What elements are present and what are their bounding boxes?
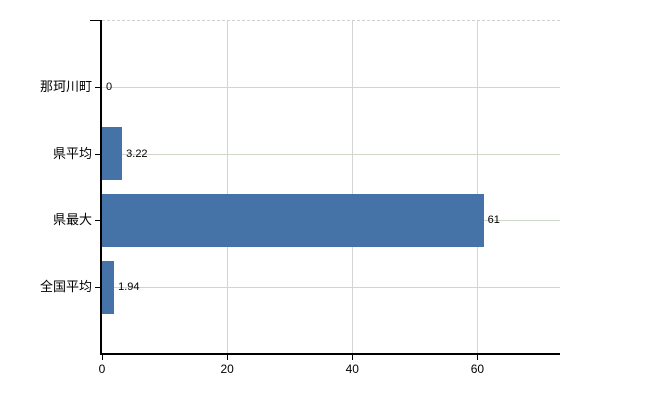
x-axis-tick — [102, 355, 103, 360]
bar — [102, 260, 115, 314]
h-gridline — [102, 86, 560, 88]
value-label: 1.94 — [118, 281, 140, 294]
y-axis-tick — [95, 220, 101, 222]
y-axis-tick — [95, 153, 101, 155]
category-label: 県最大 — [52, 212, 92, 228]
y-axis-tick — [95, 287, 101, 289]
v-gridline — [227, 20, 229, 354]
x-axis-tick — [352, 355, 354, 360]
value-label: 0 — [106, 80, 113, 93]
category-label: 全国平均 — [39, 279, 92, 295]
x-axis-tick — [227, 355, 229, 360]
h-gridline — [102, 287, 560, 289]
plot-top-border — [102, 20, 560, 21]
value-label: 61 — [487, 214, 500, 227]
x-axis-line — [100, 353, 560, 355]
x-tick-label: 20 — [220, 362, 234, 376]
y-axis-top-tick — [90, 20, 101, 21]
x-axis-tick — [477, 355, 479, 360]
value-label: 3.22 — [126, 147, 148, 160]
v-gridline — [477, 20, 479, 354]
chart-plot-area: 0 3.22 61 1.94 — [102, 20, 560, 354]
x-tick-label: 40 — [345, 362, 359, 376]
y-axis-tick — [95, 86, 101, 88]
y-axis-line — [100, 20, 102, 354]
x-tick-label: 0 — [98, 362, 106, 376]
category-label: 那珂川町 — [39, 78, 92, 94]
x-tick-label: 60 — [470, 362, 485, 376]
category-label: 県平均 — [52, 145, 92, 161]
bar — [102, 127, 123, 181]
bar — [102, 193, 484, 247]
h-gridline — [102, 153, 560, 155]
v-gridline — [352, 20, 354, 354]
